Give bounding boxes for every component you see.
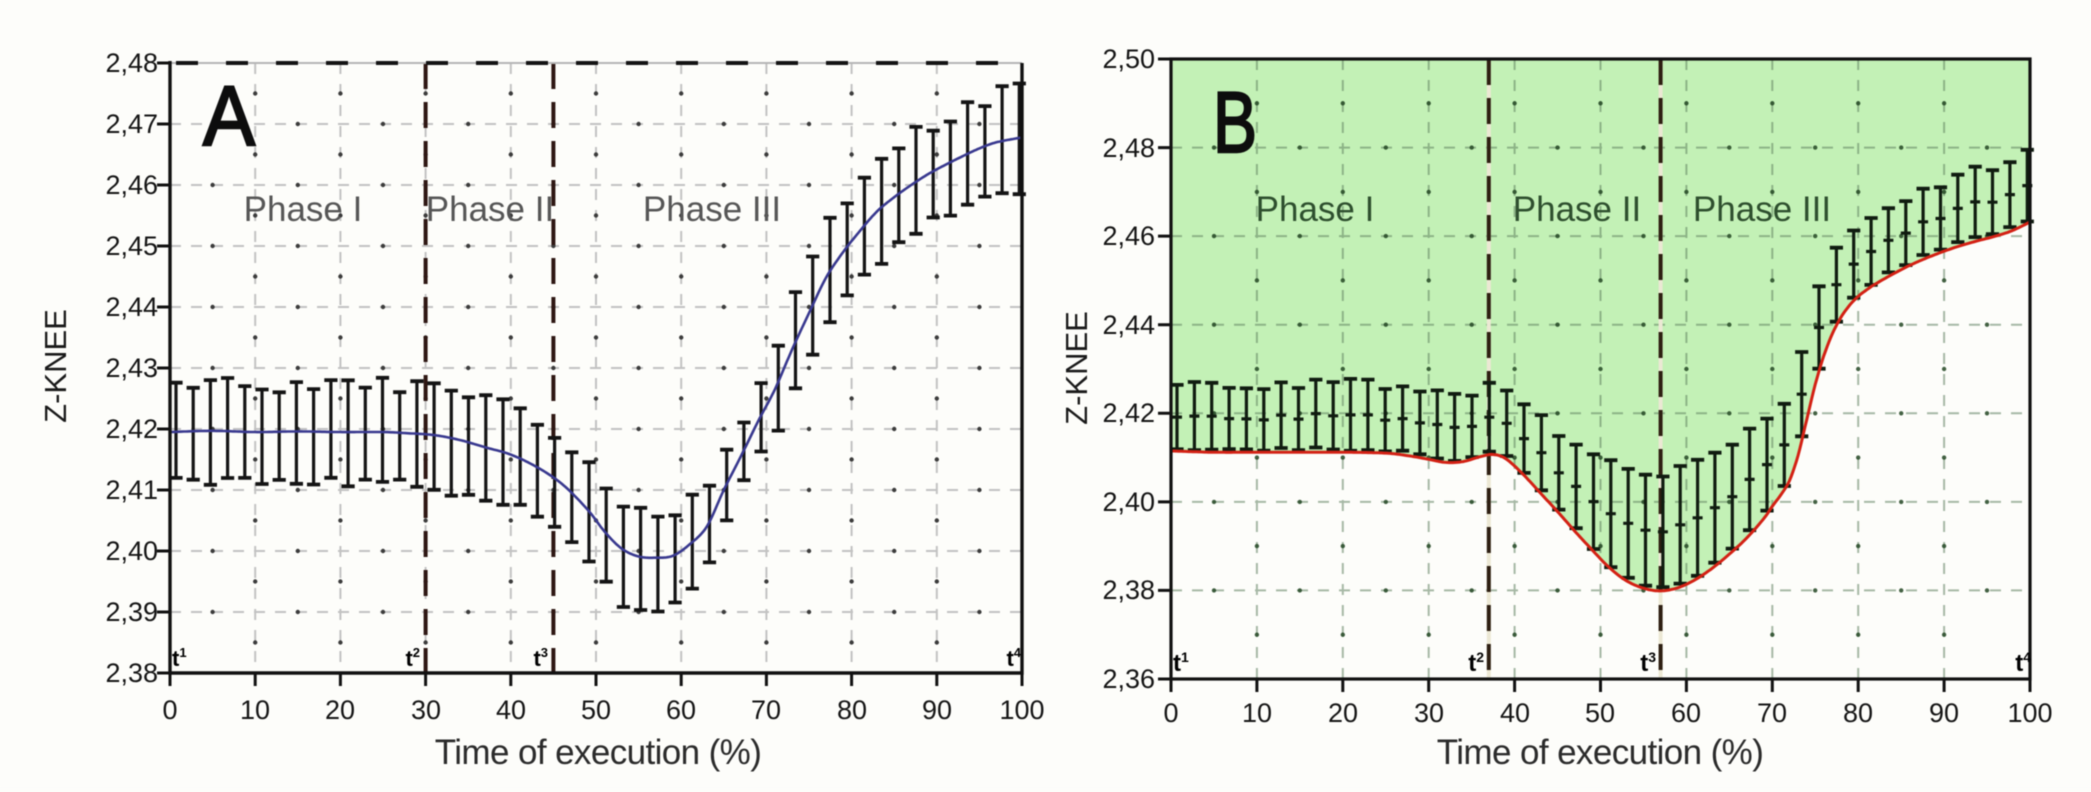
svg-text:20: 20 bbox=[325, 695, 355, 725]
svg-text:Phase II: Phase II bbox=[1513, 190, 1641, 229]
svg-text:80: 80 bbox=[837, 695, 867, 725]
svg-text:Z-KNEE: Z-KNEE bbox=[38, 309, 73, 423]
svg-text:2,38: 2,38 bbox=[105, 658, 158, 688]
svg-text:40: 40 bbox=[496, 695, 526, 725]
svg-text:Phase I: Phase I bbox=[244, 190, 363, 229]
svg-text:80: 80 bbox=[1843, 698, 1873, 728]
svg-text:2,50: 2,50 bbox=[1102, 44, 1155, 74]
svg-text:100: 100 bbox=[999, 695, 1044, 725]
svg-text:2,48: 2,48 bbox=[1102, 133, 1155, 163]
svg-text:2,40: 2,40 bbox=[105, 536, 158, 566]
svg-text:2,39: 2,39 bbox=[105, 597, 158, 627]
svg-text:0: 0 bbox=[1163, 698, 1178, 728]
svg-text:2,44: 2,44 bbox=[1102, 310, 1155, 340]
svg-text:90: 90 bbox=[922, 695, 952, 725]
svg-text:2,46: 2,46 bbox=[105, 170, 158, 200]
svg-text:2,47: 2,47 bbox=[105, 109, 158, 139]
svg-text:Time of execution (%): Time of execution (%) bbox=[435, 733, 762, 772]
svg-text:Phase II: Phase II bbox=[426, 190, 554, 229]
svg-text:Time of execution (%): Time of execution (%) bbox=[1437, 733, 1764, 772]
svg-text:2,41: 2,41 bbox=[105, 475, 158, 505]
svg-text:0: 0 bbox=[162, 695, 177, 725]
svg-text:Z-KNEE: Z-KNEE bbox=[1059, 311, 1094, 425]
svg-text:2,38: 2,38 bbox=[1102, 575, 1155, 605]
svg-text:20: 20 bbox=[1328, 698, 1358, 728]
svg-text:30: 30 bbox=[1414, 698, 1444, 728]
svg-text:60: 60 bbox=[666, 695, 696, 725]
svg-text:50: 50 bbox=[581, 695, 611, 725]
svg-text:10: 10 bbox=[240, 695, 270, 725]
svg-text:Phase I: Phase I bbox=[1256, 190, 1375, 229]
svg-text:2,36: 2,36 bbox=[1102, 664, 1155, 694]
svg-text:B: B bbox=[1213, 75, 1257, 171]
svg-text:2,42: 2,42 bbox=[1102, 398, 1155, 428]
svg-text:2,40: 2,40 bbox=[1102, 487, 1155, 517]
svg-text:2,43: 2,43 bbox=[105, 353, 158, 383]
svg-text:90: 90 bbox=[1929, 698, 1959, 728]
svg-text:70: 70 bbox=[751, 695, 781, 725]
svg-text:40: 40 bbox=[1500, 698, 1530, 728]
svg-text:70: 70 bbox=[1757, 698, 1787, 728]
svg-text:2,44: 2,44 bbox=[105, 292, 158, 322]
svg-text:2,48: 2,48 bbox=[105, 48, 158, 78]
svg-text:A: A bbox=[203, 69, 255, 163]
svg-text:10: 10 bbox=[1242, 698, 1272, 728]
svg-text:100: 100 bbox=[2007, 698, 2052, 728]
svg-text:2,45: 2,45 bbox=[105, 231, 158, 261]
svg-text:60: 60 bbox=[1671, 698, 1701, 728]
svg-text:2,46: 2,46 bbox=[1102, 221, 1155, 251]
svg-text:Phase III: Phase III bbox=[1693, 190, 1831, 229]
svg-text:30: 30 bbox=[411, 695, 441, 725]
svg-text:50: 50 bbox=[1585, 698, 1615, 728]
svg-text:2,42: 2,42 bbox=[105, 414, 158, 444]
svg-text:Phase III: Phase III bbox=[643, 190, 781, 229]
